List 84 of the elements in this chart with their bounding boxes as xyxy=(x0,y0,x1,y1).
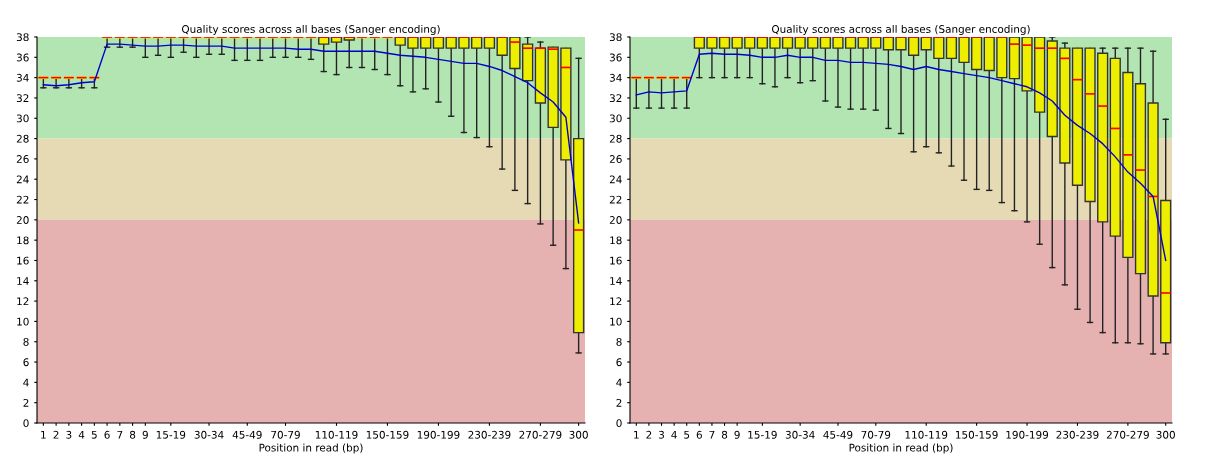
y-tick-label: 24 xyxy=(609,175,622,184)
x-tick-label: 8 xyxy=(129,430,136,439)
x-tick-label: 190-199 xyxy=(417,430,460,439)
line-series xyxy=(42,43,580,224)
x-tick-label: 6 xyxy=(696,430,702,439)
y-tick-label: 36 xyxy=(16,53,29,62)
y-tick-label: 30 xyxy=(609,114,622,123)
y-tick-label: 4 xyxy=(23,378,29,387)
y-tick-label: 30 xyxy=(16,114,29,123)
y-tick-label: 28 xyxy=(16,134,29,143)
x-tick-label: 300 xyxy=(569,430,588,439)
y-tick-label: 6 xyxy=(23,358,29,367)
y-tick-label: 32 xyxy=(609,94,622,103)
x-tick-label: 7 xyxy=(117,430,123,439)
x-tick-label: 45-49 xyxy=(232,430,262,439)
x-tick-label: 30-34 xyxy=(785,430,815,439)
x-tick-label: 6 xyxy=(104,430,110,439)
y-tick-label: 18 xyxy=(17,236,29,245)
x-tick-label: 150-159 xyxy=(366,430,409,439)
y-tick-label: 34 xyxy=(16,73,29,82)
y-tick-label: 38 xyxy=(16,33,29,42)
x-tick-label: 230-239 xyxy=(1056,430,1099,439)
y-tick-label: 12 xyxy=(17,297,29,306)
y-tick-label: 0 xyxy=(616,419,622,428)
y-tick-label: 10 xyxy=(17,317,29,326)
y-tick-label: 20 xyxy=(16,216,29,224)
x-tick-label: 15-19 xyxy=(748,430,777,439)
x-tick-label: 15-19 xyxy=(156,430,186,439)
x-tick-label: 7 xyxy=(709,430,715,439)
y-tick-label: 12 xyxy=(610,297,622,306)
x-tick-label: 4 xyxy=(671,430,677,439)
x-tick-label: 1 xyxy=(634,430,639,439)
x-tick-label: 70-79 xyxy=(271,430,300,439)
x-tick-label: 3 xyxy=(66,430,72,439)
y-tick-label: 10 xyxy=(610,317,622,326)
x-tick-label: 1 xyxy=(41,430,46,439)
x-tick-label: 110-119 xyxy=(315,430,358,439)
y-tick-label: 38 xyxy=(609,33,622,42)
x-tick-label: 5 xyxy=(91,430,97,439)
y-tick-label: 14 xyxy=(17,277,29,285)
y-tick-label: 14 xyxy=(610,277,622,285)
x-tick-label: 150-159 xyxy=(956,430,998,439)
line-series xyxy=(635,52,1167,262)
y-tick-label: 22 xyxy=(609,195,622,204)
x-tick-label: 5 xyxy=(684,430,690,439)
y-tick-label: 32 xyxy=(16,94,29,103)
x-tick-label: 270-279 xyxy=(1106,430,1149,439)
y-tick-label: 8 xyxy=(616,337,622,346)
x-tick-label: 45-49 xyxy=(823,430,853,439)
x-tick-label: 4 xyxy=(78,430,85,439)
x-tick-label: 9 xyxy=(142,430,148,439)
x-axis-title: Position in read (bp) xyxy=(849,443,953,454)
y-tick-label: 36 xyxy=(609,53,622,62)
y-tick-label: 34 xyxy=(609,73,622,82)
y-tick-label: 26 xyxy=(16,155,29,163)
y-tick-label: 2 xyxy=(616,398,622,407)
y-tick-label: 20 xyxy=(609,216,622,224)
y-tick-label: 16 xyxy=(17,256,29,265)
y-tick-label: 0 xyxy=(23,419,29,428)
x-tick-label: 270-279 xyxy=(519,430,562,439)
y-tick-label: 2 xyxy=(23,398,29,407)
x-tick-label: 8 xyxy=(721,430,728,439)
y-tick-label: 26 xyxy=(609,155,622,163)
y-tick-label: 24 xyxy=(16,175,29,184)
y-tick-label: 22 xyxy=(16,195,29,204)
y-tick-label: 8 xyxy=(23,337,29,346)
x-tick-label: 110-119 xyxy=(905,430,948,439)
x-tick-label: 30-34 xyxy=(194,430,224,439)
y-tick-label: 4 xyxy=(616,378,622,387)
y-tick-label: 6 xyxy=(616,358,622,367)
x-tick-label: 9 xyxy=(734,430,740,439)
x-tick-label: 190-199 xyxy=(1006,430,1049,439)
chart-title: Quality scores across all bases (Sanger encoding) xyxy=(772,24,1030,35)
x-tick-label: 230-239 xyxy=(468,430,511,439)
y-tick-label: 28 xyxy=(609,134,622,143)
y-tick-label: 16 xyxy=(610,256,622,265)
chart-title: Quality scores across all bases (Sanger encoding) xyxy=(182,24,440,35)
x-tick-label: 70-79 xyxy=(861,430,891,439)
x-tick-label: 2 xyxy=(53,430,59,439)
x-tick-label: 300 xyxy=(1156,430,1175,439)
x-tick-label: 2 xyxy=(646,430,652,439)
y-tick-label: 18 xyxy=(610,236,622,245)
x-tick-label: 3 xyxy=(658,430,664,439)
x-axis-title: Position in read (bp) xyxy=(259,443,363,454)
